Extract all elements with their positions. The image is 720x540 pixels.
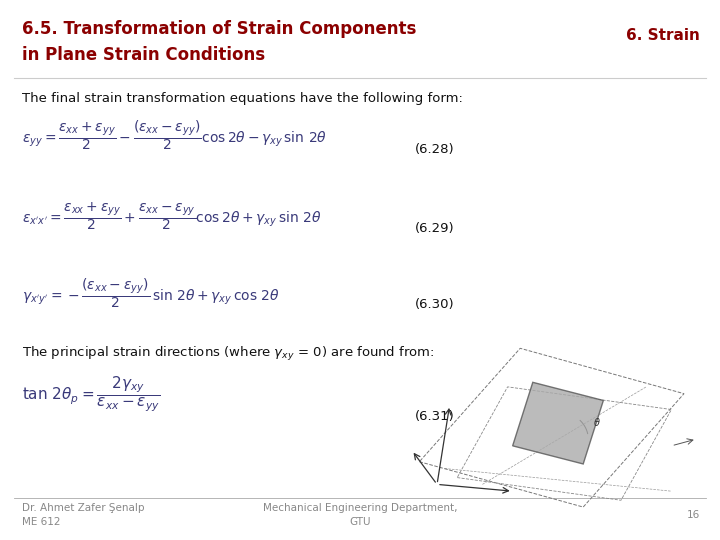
Text: The final strain transformation equations have the following form:: The final strain transformation equation…	[22, 92, 463, 105]
Text: 6.5. Transformation of Strain Components: 6.5. Transformation of Strain Components	[22, 20, 416, 38]
Text: Dr. Ahmet Zafer Şenalp: Dr. Ahmet Zafer Şenalp	[22, 503, 145, 513]
Text: (6.28): (6.28)	[415, 143, 454, 156]
Text: in Plane Strain Conditions: in Plane Strain Conditions	[22, 46, 265, 64]
Text: The principal strain directions (where $\gamma_{xy}$ = 0) are found from:: The principal strain directions (where $…	[22, 345, 434, 363]
Text: 16: 16	[687, 510, 700, 520]
Text: (6.30): (6.30)	[415, 298, 454, 311]
Polygon shape	[513, 382, 603, 464]
Text: $\varepsilon_{yy} = \dfrac{\varepsilon_{xx}+\varepsilon_{yy}}{2} - \dfrac{\left(: $\varepsilon_{yy} = \dfrac{\varepsilon_{…	[22, 118, 327, 152]
Text: GTU: GTU	[349, 517, 371, 527]
Text: Mechanical Engineering Department,: Mechanical Engineering Department,	[263, 503, 457, 513]
Text: (6.29): (6.29)	[415, 222, 454, 235]
Text: $\tan\,2\theta_p = \dfrac{2\gamma_{xy}}{\varepsilon_{xx}-\varepsilon_{yy}}$: $\tan\,2\theta_p = \dfrac{2\gamma_{xy}}{…	[22, 375, 161, 414]
Text: ME 612: ME 612	[22, 517, 60, 527]
Text: (6.31): (6.31)	[415, 410, 455, 423]
Text: 6. Strain: 6. Strain	[626, 28, 700, 43]
Text: $\gamma_{x^{\prime}y^{\prime}} = -\dfrac{\left(\varepsilon_{xx}-\varepsilon_{yy}: $\gamma_{x^{\prime}y^{\prime}} = -\dfrac…	[22, 276, 280, 310]
Text: $\varepsilon_{x^{\prime}x^{\prime}} = \dfrac{\varepsilon_{xx}+\varepsilon_{yy}}{: $\varepsilon_{x^{\prime}x^{\prime}} = \d…	[22, 200, 322, 232]
Text: $\theta$: $\theta$	[593, 416, 601, 428]
